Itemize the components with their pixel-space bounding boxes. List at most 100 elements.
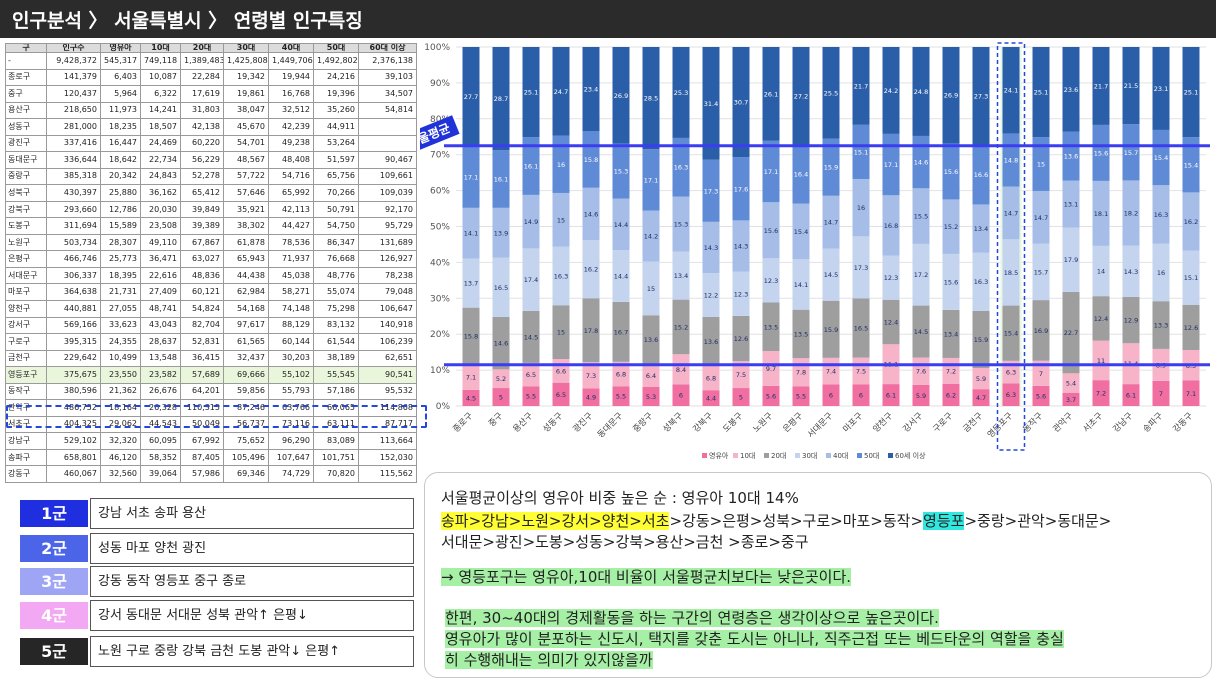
table-row: -9,428,372 545,317 749,118 1,389,483 1,425,8… bbox=[5, 52, 417, 70]
value-cell: 65,943 bbox=[223, 250, 269, 268]
value-cell: 115,562 bbox=[358, 465, 417, 483]
data-label: 15.6 bbox=[944, 168, 958, 176]
value-cell: 1,389,483 bbox=[180, 52, 224, 70]
value-cell: 52,831 bbox=[180, 333, 224, 351]
value-cell: 35,921 bbox=[223, 200, 269, 219]
x-tick-label: 강동구 bbox=[1171, 410, 1195, 434]
value-cell: 24,355 bbox=[100, 333, 141, 351]
bar-segment bbox=[792, 203, 810, 260]
bar-segment bbox=[792, 144, 810, 204]
bar-segment bbox=[462, 47, 480, 147]
data-label: 12.6 bbox=[734, 335, 748, 343]
data-label: 12.2 bbox=[704, 292, 718, 300]
bar-segment bbox=[852, 47, 870, 125]
value-cell: 22,734 bbox=[140, 151, 181, 169]
x-tick-label: 중구 bbox=[487, 411, 505, 429]
data-label: 21.5 bbox=[1124, 82, 1138, 90]
y-tick-label: 10% bbox=[430, 366, 450, 376]
bar-segment bbox=[1032, 47, 1050, 138]
data-label: 15.6 bbox=[1094, 149, 1108, 157]
value-cell: 39,064 bbox=[140, 465, 181, 483]
bar-segment bbox=[732, 220, 750, 272]
value-cell: 71,937 bbox=[268, 250, 314, 268]
data-label: 8.4 bbox=[676, 366, 686, 374]
data-label: 16.5 bbox=[854, 324, 868, 332]
table-row: 강서구 569,166 33,623 43,043 82,704 97,617 88,129… bbox=[5, 316, 417, 335]
value-cell: 78,238 bbox=[358, 266, 417, 285]
value-cell: 52,278 bbox=[180, 167, 224, 186]
value-cell: 36,471 bbox=[140, 250, 181, 268]
value-cell: 13,548 bbox=[140, 349, 181, 368]
seoul-average-label-bg bbox=[420, 115, 460, 156]
bar-segment bbox=[732, 361, 750, 389]
value-cell: 36,415 bbox=[180, 349, 224, 368]
data-label: 5.6 bbox=[1036, 392, 1046, 400]
value-cell: 39,103 bbox=[358, 68, 417, 87]
bar-segment bbox=[612, 361, 630, 387]
value-cell: 86,347 bbox=[313, 233, 359, 252]
value-cell: 9,428,372 bbox=[46, 52, 101, 70]
data-label: 5 bbox=[499, 394, 503, 402]
x-tick-label: 서초구 bbox=[1081, 411, 1105, 435]
data-label: 17.8 bbox=[584, 327, 598, 335]
table-row: 은평구 466,746 25,773 36,471 63,027 65,943 71,937… bbox=[5, 250, 417, 268]
value-cell bbox=[358, 118, 417, 136]
bar-segment bbox=[1092, 180, 1110, 246]
data-label: 22.7 bbox=[1064, 329, 1078, 337]
value-cell: 23,582 bbox=[140, 366, 181, 384]
data-label: 12.4 bbox=[1094, 315, 1108, 323]
table-row: 마포구 364,638 21,731 27,409 60,121 62,984 58,271… bbox=[5, 283, 417, 301]
commentary-line-5: 한편, 30~40대의 경제활동을 하는 구간의 연령층은 생각이상으로 높은곳… bbox=[445, 607, 939, 628]
legend-swatch bbox=[826, 453, 831, 458]
column-header: 50대 bbox=[313, 43, 359, 53]
value-cell: 18,395 bbox=[100, 266, 141, 285]
bar-segment bbox=[582, 47, 600, 132]
bar-segment bbox=[1182, 47, 1200, 138]
data-label: 17.1 bbox=[764, 168, 778, 176]
data-label: 6.1 bbox=[886, 392, 896, 400]
value-cell: 28,637 bbox=[140, 333, 181, 351]
data-label: 16.7 bbox=[614, 328, 628, 336]
value-cell: 17,619 bbox=[180, 85, 224, 103]
table-row: 성동구 281,000 18,235 18,507 42,138 45,670 42,239… bbox=[5, 118, 417, 136]
group-row: 1군 강남 서초 송파 용산 bbox=[20, 498, 414, 529]
bar-segment bbox=[642, 364, 660, 387]
bar-segment bbox=[1062, 131, 1080, 181]
commentary-box: 서울평균이상의 영유아 비중 높은 순 : 영유아 10대 14% 송파>강남>… bbox=[424, 472, 1212, 678]
bar-segment bbox=[822, 47, 840, 139]
data-label: 17.6 bbox=[734, 185, 748, 193]
district-cell: 관악구 bbox=[5, 399, 47, 417]
value-cell: 63,766 bbox=[268, 399, 314, 417]
bar-segment bbox=[612, 250, 630, 302]
bar-segment bbox=[1092, 380, 1110, 406]
data-label: 5.9 bbox=[976, 375, 986, 383]
data-label: 17.1 bbox=[884, 161, 898, 169]
legend-swatch bbox=[888, 453, 893, 458]
data-label: 6.8 bbox=[616, 371, 626, 379]
bar-segment bbox=[762, 258, 780, 303]
value-cell: 58,271 bbox=[268, 283, 314, 301]
value-cell: 61,565 bbox=[223, 333, 269, 351]
bar-segment bbox=[582, 187, 600, 241]
value-cell: 109,661 bbox=[358, 167, 417, 186]
data-label: 26.9 bbox=[944, 92, 958, 100]
bar-segment bbox=[822, 138, 840, 196]
table-row: 노원구 503,734 28,307 49,110 67,867 61,878 78,536… bbox=[5, 233, 417, 252]
value-cell: 87,405 bbox=[180, 448, 224, 467]
legend-label: 10대 bbox=[740, 452, 755, 460]
bar-segment bbox=[732, 388, 750, 406]
bar-segment bbox=[822, 248, 840, 301]
data-label: 13.7 bbox=[464, 280, 478, 288]
x-tick-label: 노원구 bbox=[751, 411, 775, 435]
value-cell: 15,589 bbox=[100, 217, 141, 235]
data-label: 15 bbox=[1037, 161, 1045, 169]
value-cell: 49,238 bbox=[268, 134, 314, 153]
value-cell: 30,203 bbox=[268, 349, 314, 368]
data-label: 4.4 bbox=[706, 395, 716, 403]
bar-segment bbox=[492, 369, 510, 389]
bar-segment bbox=[642, 149, 660, 211]
data-label: 6 bbox=[679, 392, 683, 400]
data-label: 4.9 bbox=[586, 394, 596, 402]
district-cell: 은평구 bbox=[5, 250, 47, 268]
district-cell: 마포구 bbox=[5, 283, 47, 301]
